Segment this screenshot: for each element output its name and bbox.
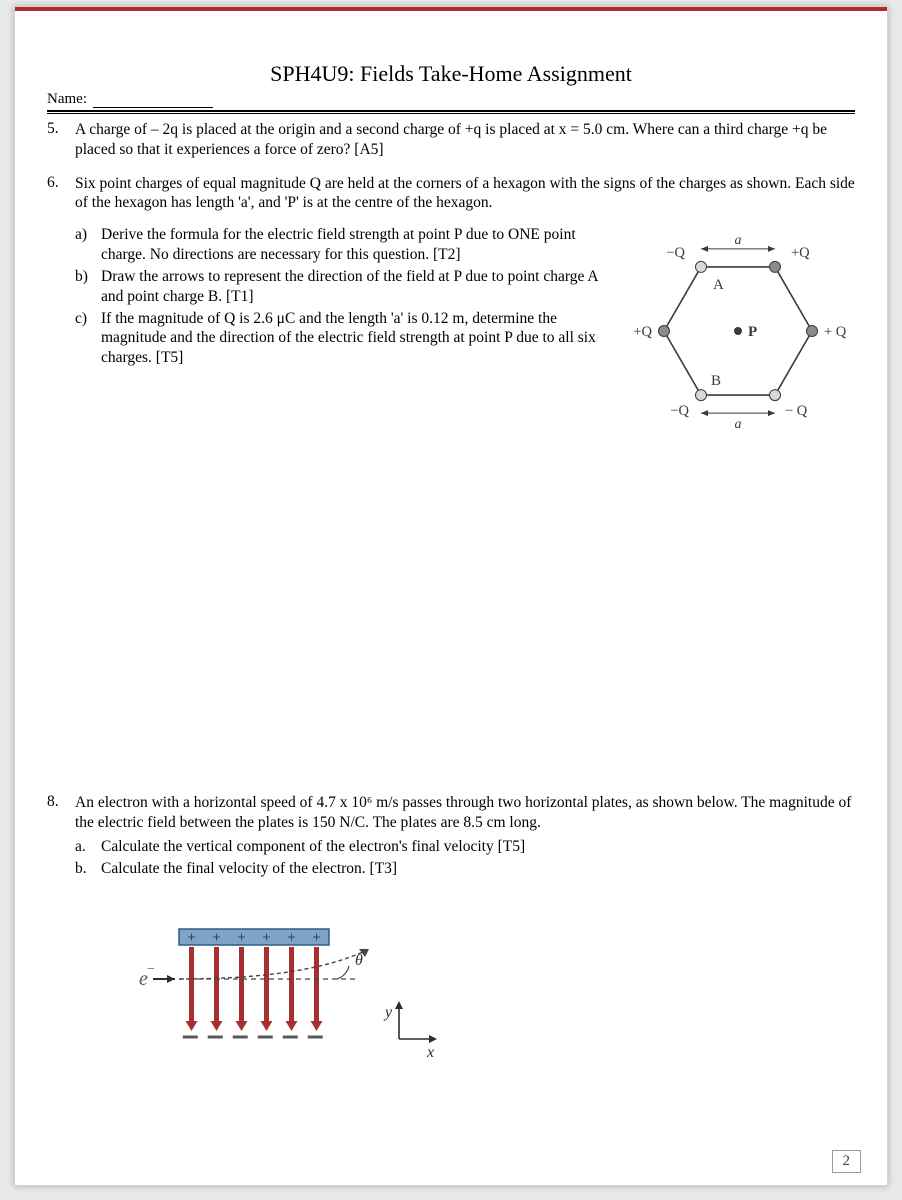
svg-text:+Q: +Q xyxy=(791,245,810,261)
page-number: 2 xyxy=(832,1150,862,1173)
sub-text: If the magnitude of Q is 2.6 μC and the … xyxy=(101,309,611,368)
question-5: 5. A charge of – 2q is placed at the ori… xyxy=(47,120,855,160)
sub-list: a) Derive the formula for the electric f… xyxy=(75,225,611,368)
page-title: SPH4U9: Fields Take-Home Assignment xyxy=(47,61,855,87)
sub-item: a) Derive the formula for the electric f… xyxy=(75,225,611,265)
content-area: SPH4U9: Fields Take-Home Assignment Name… xyxy=(47,61,855,1074)
sub-item: c) If the magnitude of Q is 2.6 μC and t… xyxy=(75,309,611,368)
question-intro: Six point charges of equal magnitude Q a… xyxy=(75,174,855,214)
svg-text:x: x xyxy=(426,1044,434,1061)
svg-text:+: + xyxy=(187,930,196,946)
sub-text: Draw the arrows to represent the directi… xyxy=(101,267,611,307)
sub-list: a. Calculate the vertical component of t… xyxy=(75,837,855,879)
question-8: 8. An electron with a horizontal speed o… xyxy=(47,793,855,880)
top-accent-rule xyxy=(15,7,887,11)
svg-text:θ: θ xyxy=(355,952,363,969)
sub-num: a) xyxy=(75,225,101,265)
q6-row: a) Derive the formula for the electric f… xyxy=(75,213,855,433)
svg-text:−Q: −Q xyxy=(670,403,689,419)
question-intro: An electron with a horizontal speed of 4… xyxy=(75,793,855,833)
question-number: 6. xyxy=(47,174,75,434)
figure-8-plates: ++++++e−θyx xyxy=(99,909,459,1074)
sub-item: b. Calculate the final velocity of the e… xyxy=(75,859,855,879)
plates-svg: ++++++e−θyx xyxy=(99,909,459,1069)
svg-text:+ Q: + Q xyxy=(824,324,847,340)
name-blank-line xyxy=(93,96,213,108)
hexagon-svg: a a P −Q +Q + Q − Q −Q +Q A B xyxy=(621,213,855,433)
hexagon-figure: a a P −Q +Q + Q − Q −Q +Q A B xyxy=(621,213,855,433)
page: SPH4U9: Fields Take-Home Assignment Name… xyxy=(14,6,888,1186)
svg-text:+: + xyxy=(212,930,221,946)
svg-text:+: + xyxy=(287,930,296,946)
question-body: Six point charges of equal magnitude Q a… xyxy=(75,174,855,434)
question-number: 5. xyxy=(47,120,75,160)
svg-text:y: y xyxy=(383,1004,393,1021)
question-body: An electron with a horizontal speed of 4… xyxy=(75,793,855,880)
question-6: 6. Six point charges of equal magnitude … xyxy=(47,174,855,434)
question-number: 8. xyxy=(47,793,75,880)
svg-text:P: P xyxy=(748,324,757,340)
svg-text:A: A xyxy=(713,277,724,293)
svg-text:a: a xyxy=(735,417,742,432)
svg-text:+: + xyxy=(312,930,321,946)
svg-text:+: + xyxy=(237,930,246,946)
svg-text:−Q: −Q xyxy=(666,245,685,261)
question-list: 5. A charge of – 2q is placed at the ori… xyxy=(47,120,855,433)
sub-item: b) Draw the arrows to represent the dire… xyxy=(75,267,611,307)
svg-text:− Q: − Q xyxy=(785,403,808,419)
sub-num: b) xyxy=(75,267,101,307)
svg-text:B: B xyxy=(711,373,721,389)
sub-text: Calculate the vertical component of the … xyxy=(101,837,855,857)
sub-text: Calculate the final velocity of the elec… xyxy=(101,859,855,879)
question-8-block: 8. An electron with a horizontal speed o… xyxy=(47,793,855,1073)
divider-line xyxy=(47,110,855,114)
svg-text:+: + xyxy=(262,930,271,946)
name-row: Name: xyxy=(47,91,855,108)
question-text: A charge of – 2q is placed at the origin… xyxy=(75,120,855,160)
sub-num: a. xyxy=(75,837,101,857)
q6-subparts: a) Derive the formula for the electric f… xyxy=(75,213,621,370)
svg-text:+Q: +Q xyxy=(633,324,652,340)
name-label: Name: xyxy=(47,91,87,107)
question-list-lower: 8. An electron with a horizontal speed o… xyxy=(47,793,855,880)
sub-num: c) xyxy=(75,309,101,368)
sub-item: a. Calculate the vertical component of t… xyxy=(75,837,855,857)
sub-text: Derive the formula for the electric fiel… xyxy=(101,225,611,265)
svg-text:a: a xyxy=(735,233,742,248)
sub-num: b. xyxy=(75,859,101,879)
svg-text:−: − xyxy=(147,962,155,977)
